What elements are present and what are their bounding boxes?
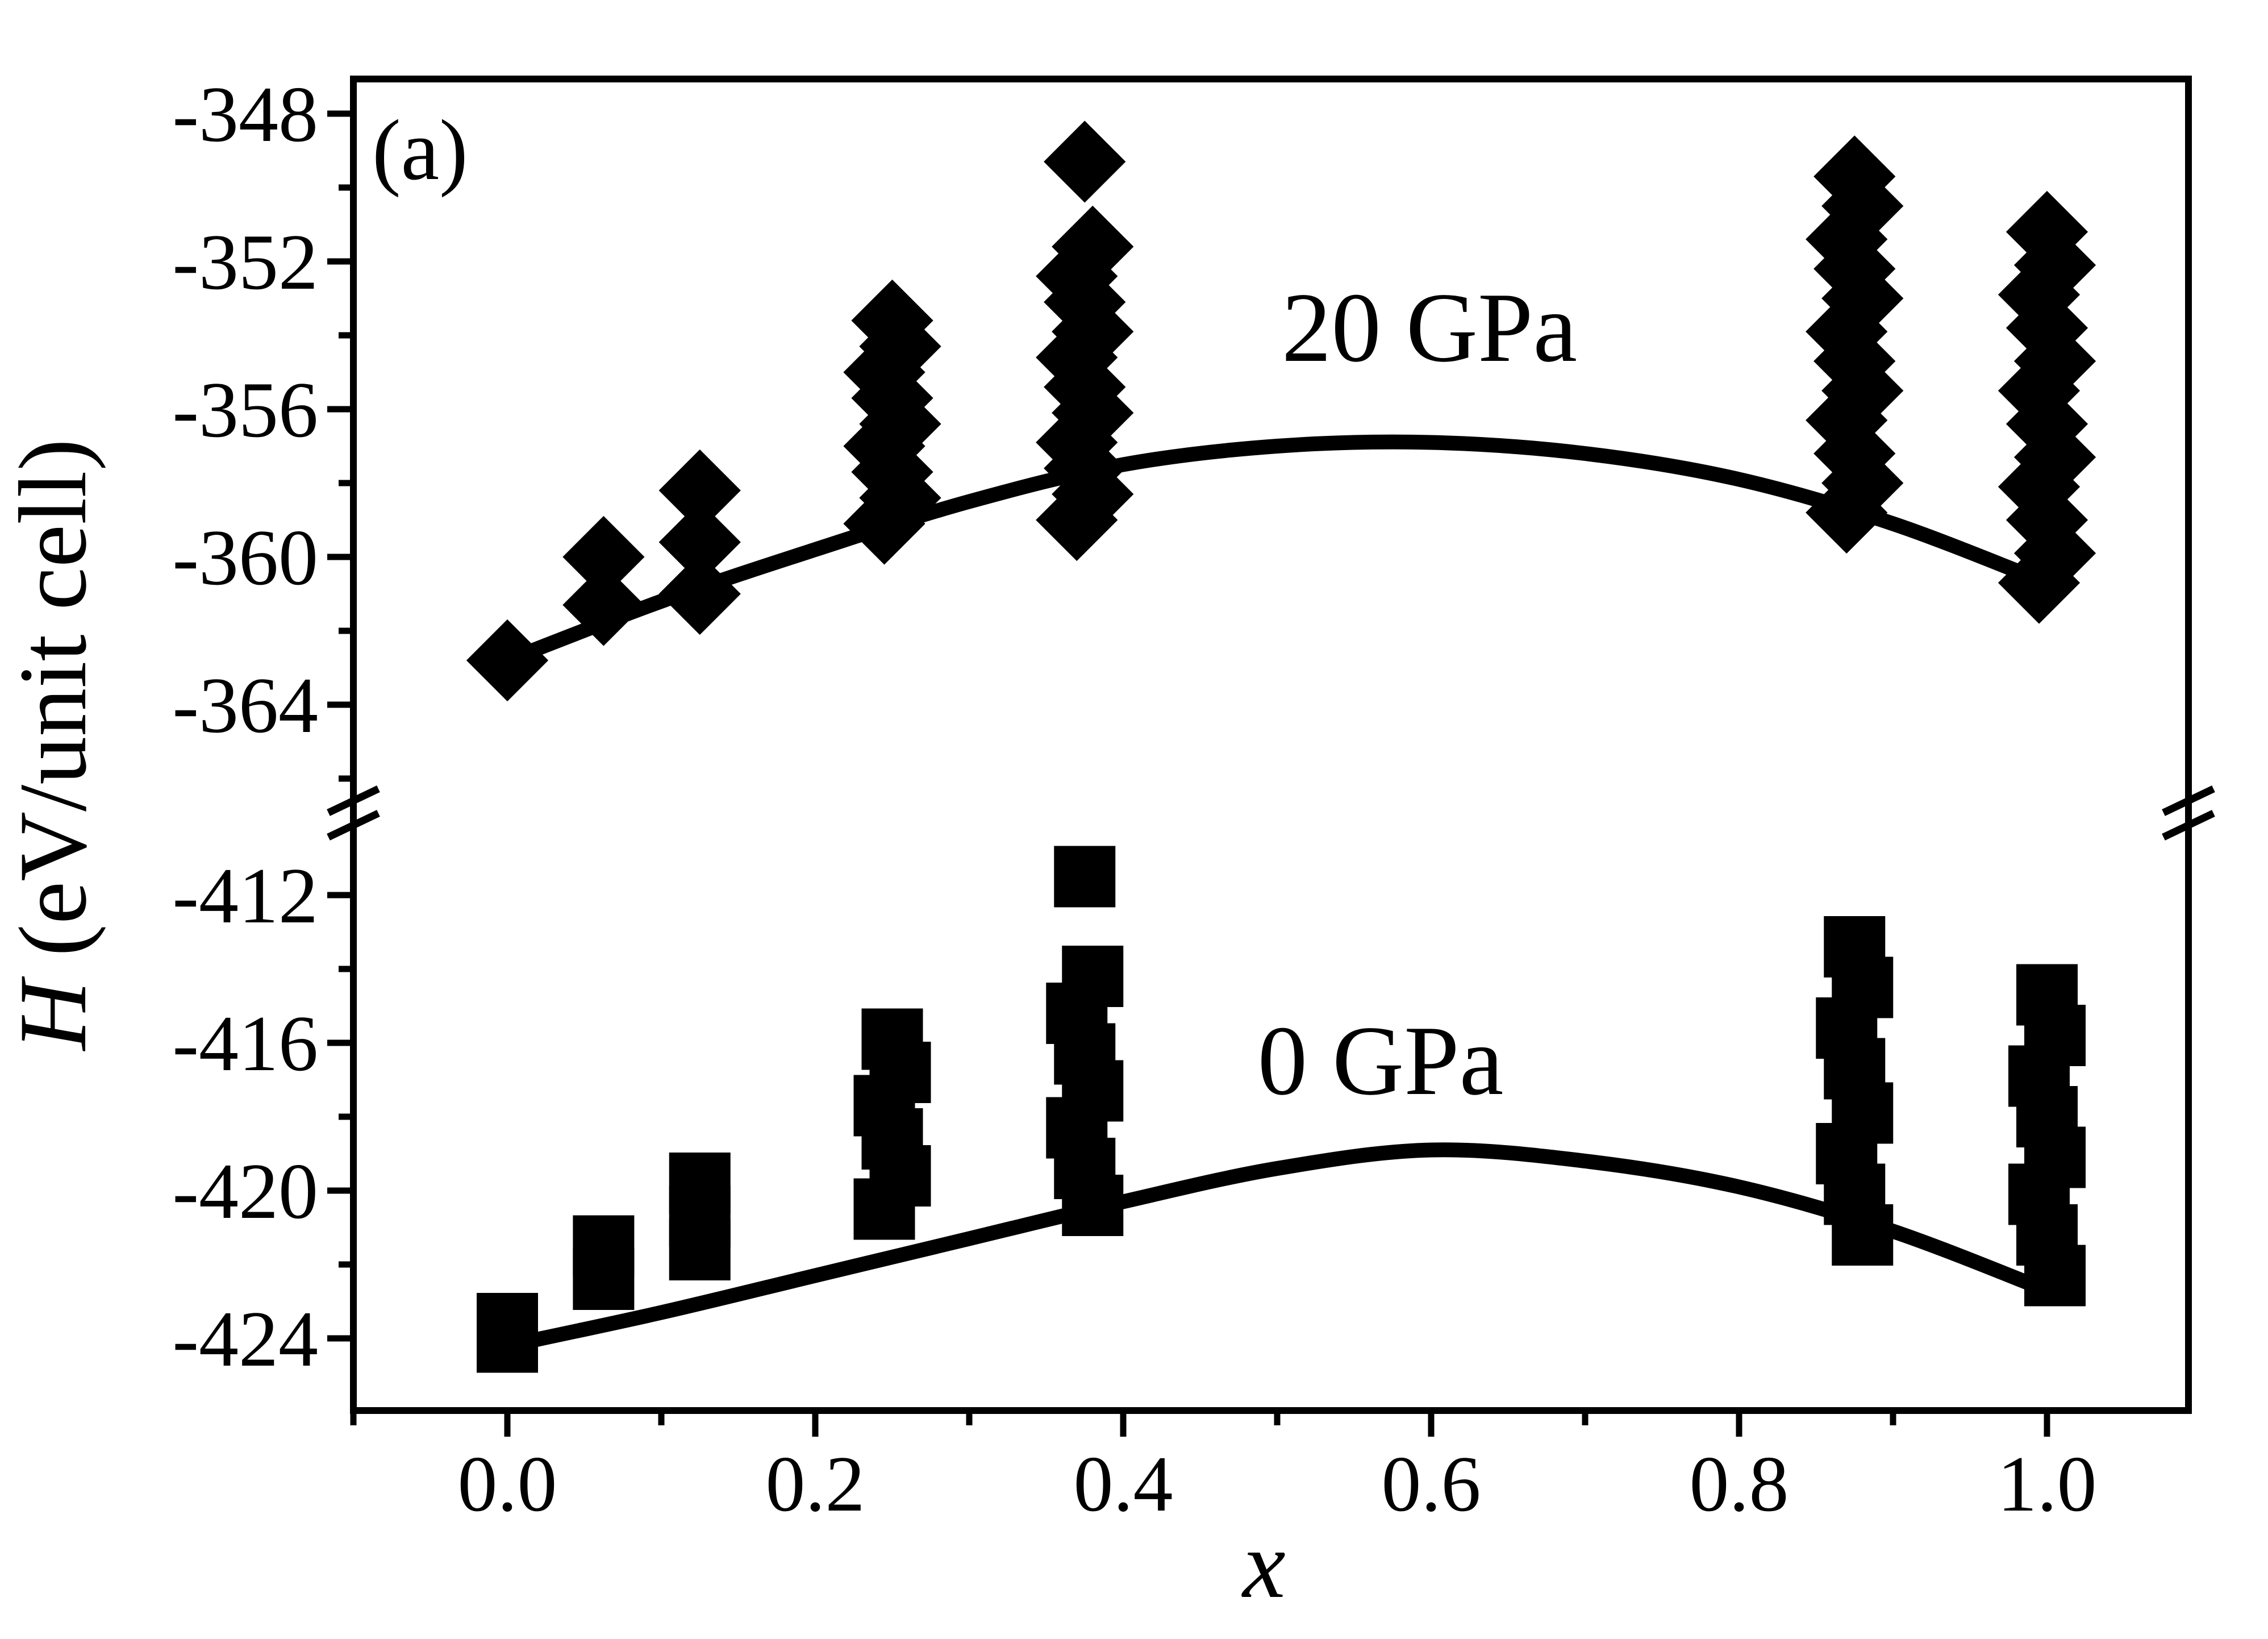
x-axis-tick-label: 0.0 (458, 1440, 557, 1528)
y-axis-break-mark (327, 810, 380, 841)
x-axis-tick-label: 0.8 (1690, 1440, 1789, 1528)
x-axis-title: x (1241, 1511, 1285, 1618)
y-axis-tick-label: -424 (172, 1295, 318, 1383)
y-axis-tick-label: -412 (172, 852, 318, 940)
series-label-20gpa: 20 GPa (1282, 272, 1577, 382)
y-axis-tick-label: -356 (172, 366, 318, 454)
plot-border (350, 76, 2192, 1414)
y-axis-tick-label: -348 (172, 70, 318, 159)
series-label-0gpa: 0 GPa (1258, 1005, 1504, 1116)
y-axis-tick-label: -360 (172, 514, 318, 602)
data-point-square-0gpa (573, 1249, 635, 1310)
fit-curve-0-gpa (500, 1142, 2054, 1353)
fit-curve-20-gpa (500, 434, 2054, 668)
x-axis-tick-label: 0.6 (1382, 1440, 1481, 1528)
data-point-square-0gpa (1832, 1204, 1894, 1266)
y-axis-tick-label: -420 (172, 1147, 318, 1236)
y-axis-break-mark (327, 785, 380, 816)
x-axis-tick-label: 0.2 (766, 1440, 865, 1528)
data-point-square-0gpa (1062, 1175, 1124, 1236)
y-axis-title: H (eV/unit cell) (0, 439, 106, 1051)
data-point-square-0gpa (477, 1311, 538, 1373)
panel-label: (a) (372, 102, 468, 198)
y-axis-break-mark (2162, 810, 2215, 841)
data-point-square-0gpa (853, 1178, 915, 1240)
data-point-square-0gpa (1054, 846, 1116, 908)
data-point-square-0gpa (669, 1219, 731, 1280)
x-axis-tick-label: 1.0 (1998, 1440, 2097, 1528)
x-axis-tick-label: 0.4 (1074, 1440, 1173, 1528)
y-axis-break-mark (2162, 785, 2215, 816)
y-axis-tick-label: -416 (172, 1000, 318, 1088)
y-axis-tick-label: -364 (172, 662, 318, 750)
y-axis-tick-label: -352 (172, 218, 318, 306)
data-point-square-0gpa (2024, 1245, 2086, 1307)
